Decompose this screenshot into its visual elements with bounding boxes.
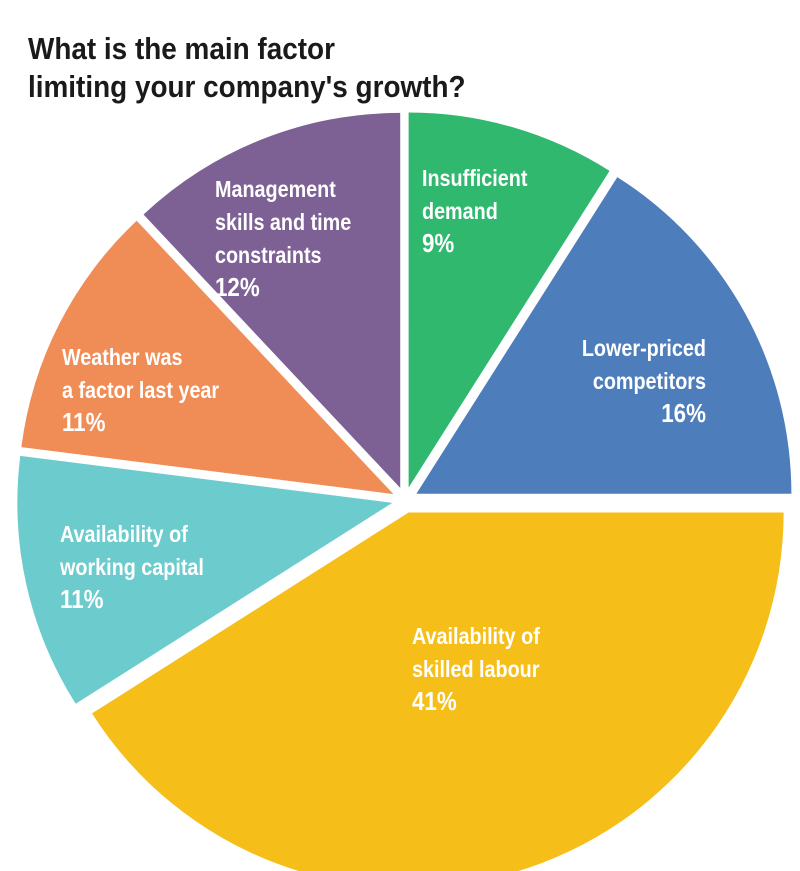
slice-category-label: skills and time <box>215 210 351 236</box>
chart-title-line-2: limiting your company's growth? <box>28 69 466 104</box>
pie-slice-2 <box>416 177 792 494</box>
chart-title: What is the main factor limiting your co… <box>28 30 694 106</box>
slice-category-label: demand <box>422 199 498 225</box>
slice-category-label: competitors <box>593 369 706 395</box>
slice-category-label: Insufficient <box>422 166 527 192</box>
slice-value-label: 12% <box>215 273 260 302</box>
slice-label-1: Insufficient demand 9% <box>422 166 527 259</box>
slice-category-label: a factor last year <box>62 378 220 404</box>
slice-category-label: Availability of <box>60 522 189 548</box>
pie-slice-6 <box>143 112 401 488</box>
slice-category-label: Weather was <box>62 345 183 371</box>
slice-category-label: Availability of <box>412 624 541 650</box>
pie-slice-4 <box>17 455 393 704</box>
slice-value-label: 11% <box>62 408 105 437</box>
slice-label-4: Availability of working capital 11% <box>59 522 204 615</box>
pie-slice-1 <box>408 112 610 488</box>
slice-value-label: 11% <box>60 585 103 614</box>
slice-value-label: 41% <box>412 687 457 716</box>
slice-label-5: Weather was a factor last year 11% <box>62 345 220 438</box>
slice-category-label: skilled labour <box>412 657 540 683</box>
slice-label-6: Management skills and time constraints 12% <box>215 177 351 303</box>
slice-category-label: working capital <box>59 555 204 581</box>
pie-slice-3 <box>92 512 784 871</box>
pie-labels: Insufficient demand 9% Lower-priced competit… <box>59 166 706 717</box>
pie-slice-5 <box>21 220 394 495</box>
chart-title-line-1: What is the main factor <box>28 31 335 66</box>
slice-category-label: constraints <box>215 243 322 269</box>
slice-label-2: Lower-priced competitors 16% <box>582 336 706 429</box>
slice-category-label: Lower-priced <box>582 336 706 362</box>
pie-slices <box>17 112 792 871</box>
slice-label-3: Availability of skilled labour 41% <box>412 624 541 717</box>
slice-value-label: 16% <box>661 399 706 428</box>
slice-category-label: Management <box>215 177 336 203</box>
slice-value-label: 9% <box>422 229 454 258</box>
